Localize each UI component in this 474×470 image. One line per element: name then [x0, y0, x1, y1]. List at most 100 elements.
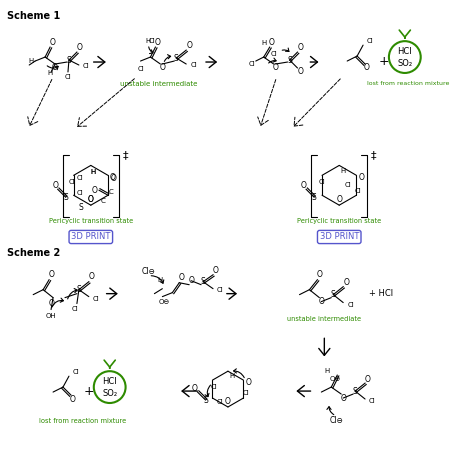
- Text: O: O: [89, 272, 95, 281]
- Text: + HCl: + HCl: [369, 289, 393, 298]
- Text: Cl: Cl: [76, 175, 83, 181]
- Text: Cl: Cl: [72, 306, 78, 312]
- Text: O: O: [343, 278, 349, 287]
- Text: lost from reaction mixture: lost from reaction mixture: [367, 81, 449, 86]
- Text: S: S: [79, 203, 83, 212]
- Text: O⊕: O⊕: [329, 376, 341, 382]
- Text: Cl: Cl: [319, 180, 325, 185]
- Text: Cl: Cl: [137, 66, 144, 72]
- Text: O: O: [52, 63, 58, 72]
- Text: H: H: [146, 38, 151, 44]
- Text: H: H: [325, 368, 330, 374]
- Text: Cl⊖: Cl⊖: [142, 267, 155, 276]
- Circle shape: [389, 41, 421, 73]
- Text: S: S: [312, 193, 317, 202]
- Text: ‡: ‡: [371, 150, 376, 160]
- Text: H: H: [47, 70, 53, 76]
- Text: C: C: [109, 189, 113, 195]
- Text: Cl: Cl: [93, 296, 100, 302]
- Text: S: S: [203, 396, 208, 405]
- Text: O: O: [358, 173, 365, 182]
- Text: Cl: Cl: [73, 369, 80, 375]
- Text: Cl⊖: Cl⊖: [329, 416, 343, 425]
- Text: O: O: [48, 270, 54, 279]
- Text: O: O: [88, 195, 94, 204]
- Text: H: H: [28, 58, 34, 64]
- Text: O: O: [300, 181, 306, 190]
- Text: Cl: Cl: [217, 399, 223, 405]
- Text: O: O: [70, 394, 76, 404]
- Text: O: O: [191, 384, 198, 392]
- Text: Cl: Cl: [211, 384, 218, 390]
- Text: Pericyclic transition state: Pericyclic transition state: [49, 218, 133, 224]
- Text: O: O: [365, 375, 371, 384]
- Text: O: O: [88, 195, 94, 204]
- Text: S: S: [353, 386, 357, 396]
- Text: O: O: [188, 276, 194, 285]
- Text: 3D PRINT: 3D PRINT: [71, 233, 110, 242]
- Text: O: O: [269, 38, 274, 47]
- Text: H: H: [261, 40, 266, 46]
- Text: OH: OH: [46, 313, 56, 319]
- Text: Cl: Cl: [248, 61, 255, 67]
- Text: H: H: [158, 277, 163, 283]
- Text: S: S: [66, 55, 71, 64]
- Text: O: O: [155, 38, 160, 47]
- Text: O: O: [178, 273, 184, 282]
- Text: lost from reaction mixture: lost from reaction mixture: [39, 418, 127, 424]
- Text: S: S: [331, 290, 336, 299]
- Text: Cl: Cl: [347, 302, 354, 307]
- Text: O: O: [336, 195, 342, 204]
- Text: O: O: [53, 181, 59, 190]
- Text: O: O: [319, 297, 324, 306]
- Text: Cl: Cl: [68, 180, 75, 185]
- Text: Cl: Cl: [243, 390, 250, 396]
- Text: C: C: [100, 198, 106, 204]
- Text: Cl: Cl: [190, 62, 197, 68]
- Text: unstable intermediate: unstable intermediate: [287, 316, 361, 322]
- Text: O: O: [159, 63, 165, 72]
- Text: O: O: [246, 377, 251, 387]
- Text: O: O: [225, 397, 231, 406]
- Text: SO₂: SO₂: [102, 389, 117, 398]
- Text: SO₂: SO₂: [397, 59, 412, 68]
- Text: Cl: Cl: [367, 38, 374, 44]
- Text: unstable intermediate: unstable intermediate: [120, 81, 197, 87]
- Text: +: +: [83, 384, 94, 398]
- Text: O: O: [48, 299, 54, 308]
- Text: Cl: Cl: [149, 38, 156, 44]
- Text: O: O: [213, 266, 219, 275]
- Text: 3D PRINT: 3D PRINT: [319, 233, 359, 242]
- Text: +: +: [379, 55, 389, 68]
- Text: O: O: [298, 43, 303, 52]
- Text: O: O: [364, 63, 370, 72]
- Text: Cl: Cl: [64, 74, 72, 80]
- Text: H: H: [90, 169, 95, 175]
- Text: O: O: [186, 40, 192, 50]
- Text: HCl: HCl: [102, 376, 117, 385]
- Text: O: O: [110, 173, 116, 182]
- Circle shape: [94, 371, 126, 403]
- Text: O: O: [317, 270, 322, 279]
- Text: O⊖: O⊖: [159, 298, 170, 305]
- Text: Cl: Cl: [83, 63, 90, 69]
- Text: Cl: Cl: [217, 287, 224, 293]
- Text: S: S: [201, 277, 205, 286]
- Text: Scheme 2: Scheme 2: [8, 248, 61, 258]
- Text: S: S: [76, 285, 81, 294]
- Text: H: H: [341, 168, 346, 174]
- Text: S: S: [64, 193, 68, 202]
- Text: Cl: Cl: [355, 188, 362, 194]
- Text: O: O: [340, 393, 346, 402]
- Text: Cl: Cl: [76, 190, 83, 196]
- Text: Cl: Cl: [270, 51, 277, 57]
- Text: Cl: Cl: [345, 182, 352, 188]
- Text: O: O: [273, 63, 279, 72]
- Text: S: S: [174, 54, 179, 63]
- Text: Scheme 1: Scheme 1: [8, 11, 61, 21]
- Text: H: H: [229, 373, 235, 379]
- Text: ‡: ‡: [123, 150, 128, 160]
- Text: O: O: [77, 43, 83, 52]
- Text: Cl: Cl: [369, 398, 376, 404]
- Text: H: H: [90, 169, 95, 175]
